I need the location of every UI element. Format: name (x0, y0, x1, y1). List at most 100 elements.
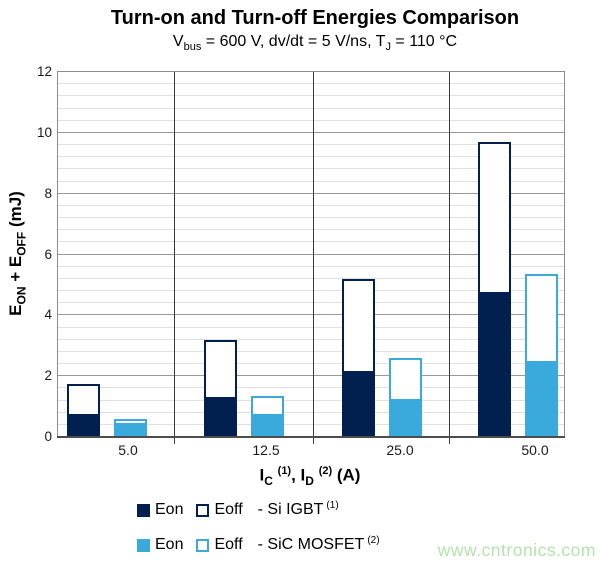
subtitle-sub-bus: bus (183, 41, 202, 54)
gridline-minor (58, 302, 564, 304)
x-title-text: I (259, 465, 265, 485)
x-title-text: (A) (332, 465, 361, 485)
eoff-segment-sic-mosfet (389, 357, 422, 401)
legend-eon-label: Eon (155, 501, 184, 518)
gridline-major (58, 192, 564, 194)
gridline-minor (58, 83, 564, 85)
gridline-minor (58, 350, 564, 352)
x-title-sub-ic: C (264, 474, 273, 489)
bar-group-5.0 (67, 72, 147, 437)
bar-group-12.5 (204, 72, 284, 437)
stacked-bar-si-igbt (204, 339, 237, 437)
category-divider (313, 72, 314, 444)
subtitle-text: = 600 V, dv/dt = 5 V/ns, T (201, 33, 386, 50)
x-axis-title: IC (1), ID (2) (A) (57, 465, 563, 488)
x-tick-label: 5.0 (118, 442, 138, 458)
y-tick-label: 0 (44, 429, 52, 444)
gridline-major (58, 314, 564, 316)
gridline-minor (58, 241, 564, 243)
eon-segment-sic-mosfet (251, 415, 284, 437)
stacked-bar-sic-mosfet (525, 274, 558, 437)
stacked-bar-sic-mosfet (251, 395, 284, 437)
eon-si-igbt-swatch (137, 503, 150, 517)
legend-device-label: - SiC MOSFET (257, 536, 365, 553)
bar-group-25.0 (342, 72, 422, 437)
eon-segment-sic-mosfet (114, 424, 147, 437)
y-axis-tick-labels: 0 2 4 6 8 10 12 (18, 64, 52, 444)
chart-subtitle: Vbus = 600 V, dv/dt = 5 V/ns, TJ = 110 °… (30, 33, 600, 53)
gridline-minor (58, 265, 564, 267)
eoff-segment-sic-mosfet (525, 274, 558, 363)
eon-sic-mosfet-swatch (137, 538, 150, 552)
gridline-major (58, 131, 564, 133)
gridline-minor (58, 204, 564, 206)
category-divider (174, 72, 175, 444)
legend-eon-label: Eon (155, 536, 184, 553)
gridline-minor (58, 363, 564, 364)
x-tick-label: 25.0 (386, 442, 414, 458)
x-title-sub-id: D (305, 474, 314, 489)
gridline-minor (58, 156, 564, 158)
eon-segment-sic-mosfet (525, 362, 558, 437)
x-tick-label: 50.0 (521, 442, 549, 458)
legend-eoff-label: Eoff (214, 501, 243, 518)
stacked-bar-sic-mosfet (114, 418, 147, 437)
gridline-minor (58, 277, 564, 279)
legend-device-label: - Si IGBT (257, 501, 324, 518)
gridline-minor (58, 217, 564, 218)
eoff-segment-si-igbt (67, 383, 100, 416)
x-axis-tick-labels: 5.0 12.5 25.0 50.0 (57, 442, 563, 460)
gridline-minor (58, 423, 564, 425)
gridline-minor (58, 168, 564, 170)
gridline-minor (58, 338, 564, 340)
eon-segment-si-igbt (204, 399, 237, 437)
eoff-segment-sic-mosfet (114, 418, 147, 425)
x-title-sup-1: (1) (277, 465, 292, 477)
x-tick-label: 12.5 (252, 442, 280, 458)
eoff-sic-mosfet-swatch (196, 538, 210, 552)
gridline-minor (58, 95, 564, 97)
eon-segment-sic-mosfet (389, 400, 422, 437)
chart-title: Turn-on and Turn-off Energies Comparison (110, 7, 520, 29)
stacked-bar-si-igbt (478, 141, 511, 437)
legend-footnote-marker: (2) (367, 534, 380, 546)
eoff-segment-si-igbt (204, 339, 237, 399)
stacked-bar-sic-mosfet (389, 357, 422, 437)
legend-row-si-igbt: Eon Eoff - Si IGBT (1) (137, 499, 339, 519)
gridline-minor (58, 290, 564, 291)
y-tick-label: 12 (36, 64, 52, 79)
stacked-bar-si-igbt (342, 278, 375, 437)
eoff-segment-sic-mosfet (251, 395, 284, 416)
gridline-minor (58, 399, 564, 401)
gridline-minor (58, 411, 564, 413)
gridline-minor (58, 326, 564, 328)
watermark: www.cntronics.com (437, 540, 596, 560)
eon-segment-si-igbt (478, 294, 511, 437)
subtitle-text: = 110 °C (390, 33, 458, 50)
y-tick-label: 4 (44, 307, 52, 323)
gridline-minor (58, 180, 564, 182)
y-tick-label: 8 (44, 185, 52, 201)
legend-eoff-label: Eoff (214, 536, 243, 553)
legend-row-sic-mosfet: Eon Eoff - SiC MOSFET (2) (137, 534, 380, 554)
subtitle-text: V (172, 33, 184, 50)
gridline-minor (58, 387, 564, 389)
eon-segment-si-igbt (342, 373, 375, 437)
bar-group-50.0 (478, 72, 558, 437)
gridline-minor (58, 107, 564, 109)
plot-area (57, 71, 565, 444)
category-divider (449, 72, 450, 444)
x-title-sup-2: (2) (318, 465, 333, 477)
legend-footnote-marker: (1) (326, 499, 339, 511)
stacked-bar-si-igbt (67, 383, 100, 437)
x-title-text: , I (291, 465, 306, 485)
y-tick-label: 2 (44, 368, 52, 384)
subtitle-sub-tj: J (385, 41, 391, 54)
eon-segment-si-igbt (67, 415, 100, 437)
x-axis-line (57, 436, 565, 438)
eoff-si-igbt-swatch (196, 503, 210, 517)
gridline-minor (58, 144, 564, 145)
gridline-major (58, 375, 564, 377)
eoff-segment-si-igbt (342, 278, 375, 374)
